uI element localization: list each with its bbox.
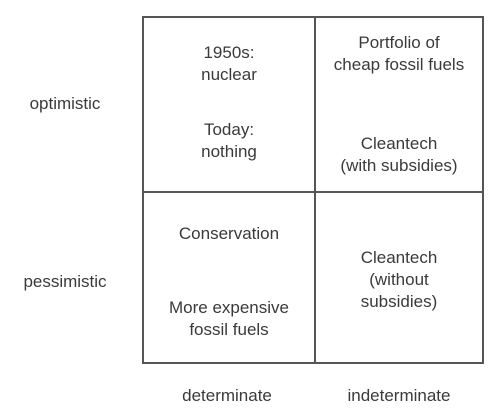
cell-line: Cleantech xyxy=(360,248,438,267)
cell-pessimistic-determinate-top: Conservation xyxy=(144,223,314,245)
cell-optimistic-determinate-bottom: Today: nothing xyxy=(144,119,314,163)
column-label-indeterminate: indeterminate xyxy=(347,386,451,405)
cell-optimistic-determinate-top: 1950s: nuclear xyxy=(144,42,314,86)
cell-line: subsidies) xyxy=(360,292,438,311)
cell-line: nuclear xyxy=(201,65,257,84)
cell-line: fossil fuels xyxy=(189,320,269,339)
cell-line: Portfolio of xyxy=(358,33,440,52)
cell-line: More expensive xyxy=(168,298,289,317)
cell-line: (with subsidies) xyxy=(340,156,458,175)
cell-optimistic-indeterminate-top: Portfolio of cheap fossil fuels xyxy=(316,32,482,76)
column-label-determinate: determinate xyxy=(182,386,272,405)
cell-line: cheap fossil fuels xyxy=(333,55,465,74)
cell-line: Conservation xyxy=(178,224,280,243)
vertical-divider xyxy=(314,18,316,362)
row-label-pessimistic: pessimistic xyxy=(23,272,107,291)
quadrant-grid: 1950s: nuclear Today: nothing Portfolio … xyxy=(142,16,484,364)
cell-pessimistic-indeterminate: Cleantech (without subsidies) xyxy=(316,247,482,313)
cell-pessimistic-determinate-bottom: More expensive fossil fuels xyxy=(144,297,314,341)
cell-line: 1950s: xyxy=(203,43,255,62)
cell-line: Today: xyxy=(203,120,255,139)
cell-line: (without xyxy=(369,270,429,289)
cell-line: Cleantech xyxy=(360,134,438,153)
cell-optimistic-indeterminate-bottom: Cleantech (with subsidies) xyxy=(316,133,482,177)
cell-line: nothing xyxy=(201,142,257,161)
horizontal-divider xyxy=(144,191,482,193)
row-label-optimistic: optimistic xyxy=(29,94,101,113)
